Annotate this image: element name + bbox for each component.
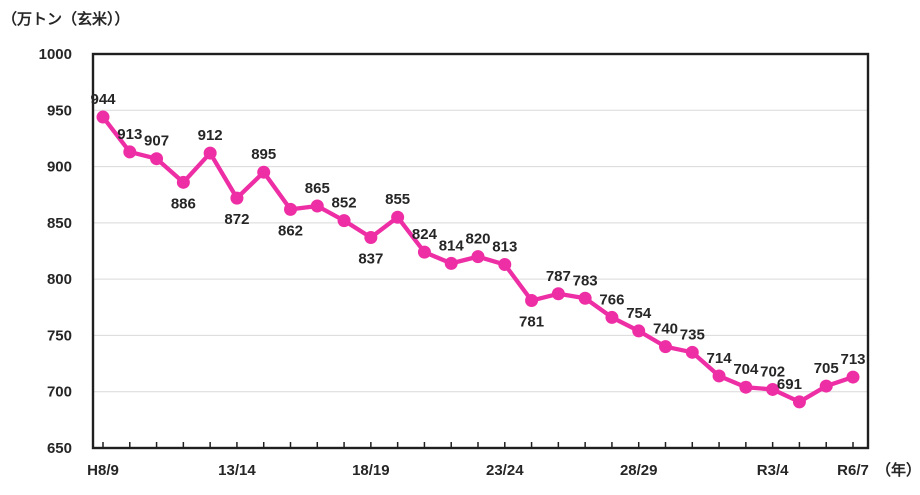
data-point	[685, 345, 699, 359]
data-point	[551, 287, 565, 301]
data-point-label: 735	[680, 326, 705, 343]
x-tick-label: 13/14	[218, 462, 256, 479]
data-point	[230, 191, 244, 205]
data-point	[712, 369, 726, 383]
data-point	[284, 202, 297, 216]
data-point-label: 713	[840, 351, 865, 368]
data-point-label: 691	[777, 376, 802, 393]
y-tick-label: 750	[47, 327, 72, 344]
x-tick-label: R3/4	[757, 462, 789, 479]
data-point	[391, 210, 405, 224]
data-point	[203, 146, 217, 160]
data-point-label: 944	[90, 91, 116, 108]
data-point-label: 820	[465, 231, 490, 248]
y-axis-title: （万トン（玄米））	[2, 11, 130, 28]
x-tick-label: 23/24	[486, 462, 524, 479]
data-point	[310, 199, 324, 213]
data-point	[444, 256, 458, 270]
data-point-label: 787	[546, 268, 571, 285]
data-point-label: 837	[358, 250, 383, 267]
data-point-label: 813	[492, 239, 517, 256]
y-tick-label: 900	[47, 159, 72, 176]
data-point-label: 886	[171, 195, 196, 212]
data-point	[498, 258, 512, 272]
data-point	[659, 340, 672, 354]
x-axis-unit-label: （年）	[876, 461, 920, 479]
data-point-label: 907	[144, 133, 169, 150]
data-point-label: 912	[198, 127, 223, 144]
plot-frame	[91, 52, 870, 450]
data-point	[605, 310, 619, 324]
data-point	[632, 324, 646, 338]
data-point	[176, 175, 190, 189]
y-tick-label: 800	[47, 271, 72, 288]
data-point-label: 913	[117, 126, 142, 143]
data-point-label: 814	[439, 237, 465, 254]
x-tick-label: H8/9	[87, 462, 119, 479]
data-point-label: 824	[412, 226, 438, 243]
data-point-label: 740	[653, 321, 678, 338]
data-point-label: 704	[733, 361, 759, 378]
data-point	[96, 110, 110, 124]
data-point-label: 895	[251, 146, 276, 163]
data-point-label: 705	[814, 360, 839, 377]
data-point	[337, 214, 351, 228]
y-tick-label: 950	[47, 102, 72, 119]
data-point	[123, 145, 137, 159]
data-point-label: 865	[305, 180, 330, 197]
data-point	[846, 370, 860, 384]
x-tick-label: R6/7	[837, 462, 869, 479]
data-point-label: 781	[519, 314, 544, 331]
data-point	[150, 152, 164, 166]
data-point-label: 872	[224, 211, 249, 228]
data-point-label: 855	[385, 191, 410, 208]
data-point-label: 783	[573, 272, 598, 289]
x-tick-label: 18/19	[352, 462, 390, 479]
data-point	[257, 165, 271, 179]
data-point	[766, 382, 780, 396]
y-tick-label: 700	[47, 384, 72, 401]
data-point	[471, 250, 485, 264]
data-point	[364, 230, 378, 244]
y-tick-label: 850	[47, 215, 72, 232]
data-point	[819, 379, 833, 393]
data-point-label: 754	[626, 305, 652, 322]
data-point-label: 766	[599, 291, 624, 308]
data-point-label: 714	[707, 350, 733, 367]
data-point	[739, 380, 753, 394]
y-tick-label: 650	[47, 440, 72, 457]
data-point	[525, 294, 539, 308]
x-tick-label: 28/29	[620, 462, 658, 479]
y-tick-label: 1000	[39, 46, 72, 63]
data-point-label: 852	[332, 195, 357, 212]
data-point	[417, 245, 431, 259]
data-point	[792, 395, 806, 409]
data-point-label: 862	[278, 222, 303, 239]
data-point-label: 702	[760, 363, 785, 380]
data-point	[578, 291, 592, 305]
